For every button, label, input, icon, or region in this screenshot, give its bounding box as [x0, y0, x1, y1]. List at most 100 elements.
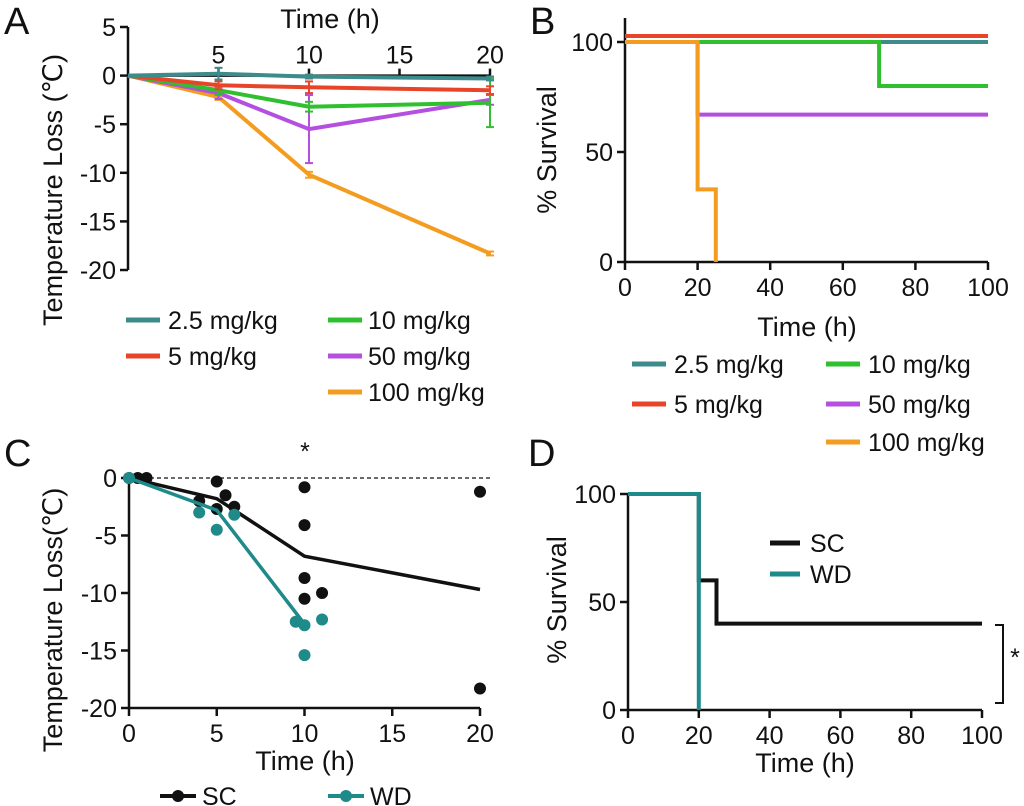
panel-d-y-tick-label: 100 — [574, 481, 616, 509]
panel-a-legend: 2.5 mg/kg 5 mg/kg 10 mg/kg 50 mg/kg 100 … — [126, 307, 485, 407]
panel-c-point-wd — [298, 649, 311, 662]
legend-label-sc: SC — [202, 783, 237, 806]
panel-c-point-sc — [219, 489, 232, 502]
panel-c-x-tick-label: 20 — [466, 720, 494, 748]
legend-label-50: 50 mg/kg — [368, 343, 471, 371]
panel-c-legend: SC WD — [160, 783, 412, 806]
panel-b-y-tick-label: 0 — [599, 249, 613, 277]
panel-b-line-10-mg-kg — [625, 40, 988, 88]
panel-letter-d: D — [528, 433, 555, 475]
panel-c-point-wd — [193, 506, 206, 519]
panel-d-x-tick-label: 60 — [826, 722, 854, 750]
panel-b-x-tick-label: 60 — [829, 274, 857, 302]
panel-c-point-sc — [298, 519, 311, 532]
panel-a-y-tick-label: -10 — [80, 160, 116, 188]
panel-a-y-tick-label: 5 — [102, 14, 116, 42]
panel-a-y-tick-label: -20 — [80, 257, 116, 285]
panel-a-line-10-mg-kg — [127, 73, 491, 109]
legend-label-wd: WD — [810, 561, 852, 589]
legend-label-wd: WD — [370, 783, 412, 806]
panel-d-y-tick-label: 50 — [588, 589, 616, 617]
panel-d-legend: SC WD — [770, 530, 852, 589]
panel-a-y-tick-label: -15 — [80, 208, 116, 236]
panel-b-x-tick-label: 40 — [756, 274, 784, 302]
legend-label-5: 5 mg/kg — [168, 343, 257, 371]
panel-c-y-tick-label: -15 — [81, 638, 117, 666]
panel-b-x-tick-label: 0 — [618, 274, 632, 302]
panel-d-x-tick-label: 80 — [897, 722, 925, 750]
panel-c-point-sc — [474, 682, 486, 695]
panel-a-plot: 5 0 -5 -10 -15 -20 5 10 15 20 — [80, 14, 504, 285]
legend-label-100: 100 mg/kg — [868, 429, 985, 457]
panel-c-point-sc — [474, 485, 486, 498]
panel-d-x-tick-label: 100 — [961, 722, 1003, 750]
panel-b-ylabel: % Survival — [532, 86, 562, 214]
panel-d-x-tick-label: 20 — [685, 722, 713, 750]
panel-c-point-sc — [298, 481, 311, 494]
legend-label-2-5: 2.5 mg/kg — [674, 351, 784, 379]
panel-c-point-sc — [298, 572, 311, 585]
panel-c-x-tick-label: 15 — [378, 720, 406, 748]
panel-c-point-wd — [228, 508, 241, 521]
panel-b-legend: 2.5 mg/kg 5 mg/kg 10 mg/kg 50 mg/kg 100 … — [632, 351, 985, 457]
panel-c-x-tick-label: 10 — [291, 720, 319, 748]
panel-c-y-tick-label: -20 — [81, 695, 117, 723]
panel-a-x-tick-label: 10 — [295, 42, 323, 70]
panel-c-significance-star: * — [300, 438, 310, 466]
panel-d-x-tick-label: 0 — [621, 722, 635, 750]
panel-a-x-tick-label: 20 — [476, 42, 504, 70]
panel-c-y-tick-label: -10 — [81, 580, 117, 608]
panel-c-y-tick-label: 0 — [103, 465, 117, 493]
legend-label-5: 5 mg/kg — [674, 391, 763, 419]
panel-c-point-sc — [210, 475, 223, 488]
panel-c-point-wd — [298, 619, 311, 632]
panel-c-point-wd — [123, 472, 135, 484]
panel-c-point-wd — [316, 613, 329, 626]
panel-d-ylabel: % Survival — [542, 536, 572, 664]
panel-d-significance-star: * — [1010, 644, 1020, 672]
panel-a-y-tick-label: -5 — [94, 111, 116, 139]
panel-d-line-wd — [628, 492, 701, 710]
panel-b-xlabel: Time (h) — [757, 312, 857, 342]
panel-c-xlabel: Time (h) — [255, 746, 355, 776]
legend-marker-sc — [172, 790, 184, 802]
legend-label-sc: SC — [810, 530, 845, 558]
panel-a-line-5-mg-kg — [127, 73, 491, 93]
panel-a-x-tick-label: 5 — [212, 42, 226, 70]
panel-b-line-50-mg-kg — [625, 40, 988, 117]
panel-c-mean-line-wd — [128, 476, 306, 626]
panel-b-y-tick-label: 100 — [571, 29, 613, 57]
panel-b-x-tick-label: 80 — [901, 274, 929, 302]
panel-b-line-100-mg-kg — [625, 40, 718, 262]
panel-c-point-sc — [140, 472, 153, 484]
panel-c-ylabel: Temperature Loss(℃) — [38, 488, 68, 752]
panel-c-point-sc — [316, 587, 329, 599]
legend-label-100: 100 mg/kg — [368, 379, 485, 407]
panel-c-x-tick-label: 5 — [210, 720, 224, 748]
panel-d-x-tick-label: 40 — [756, 722, 784, 750]
legend-label-10: 10 mg/kg — [868, 351, 971, 379]
panel-c-x-tick-label: 0 — [122, 720, 136, 748]
legend-label-2-5: 2.5 mg/kg — [168, 307, 278, 335]
legend-label-50: 50 mg/kg — [868, 391, 971, 419]
panel-d-plot: 0 50 100 0 20 40 60 80 100 — [574, 481, 1003, 750]
panel-a-x-tick-label: 15 — [386, 42, 414, 70]
legend-label-10: 10 mg/kg — [368, 307, 471, 335]
panel-letter-c: C — [4, 433, 31, 475]
panel-c-point-wd — [210, 523, 223, 536]
legend-marker-wd — [340, 790, 352, 802]
panel-c-mean-line-sc — [128, 476, 481, 592]
panel-a-y-tick-label: 0 — [102, 63, 116, 91]
panel-d-significance-bracket — [995, 624, 1004, 704]
panel-a-ylabel: Temperature Loss (℃) — [38, 54, 68, 326]
panel-d-line-sc — [628, 492, 982, 626]
panel-a-xlabel: Time (h) — [280, 4, 380, 34]
panel-b-x-tick-label: 100 — [967, 274, 1009, 302]
panel-c-plot: 0-5-10-15-200 5 10 15 20 — [81, 465, 494, 748]
panel-c-y-tick-label: -5 — [95, 523, 117, 551]
panel-c-point-sc — [298, 592, 311, 605]
panel-letter-b: B — [530, 1, 555, 43]
panel-letter-a: A — [4, 1, 30, 43]
panel-b-plot: 0 50 100 0 20 40 60 80 100 — [571, 18, 1009, 302]
